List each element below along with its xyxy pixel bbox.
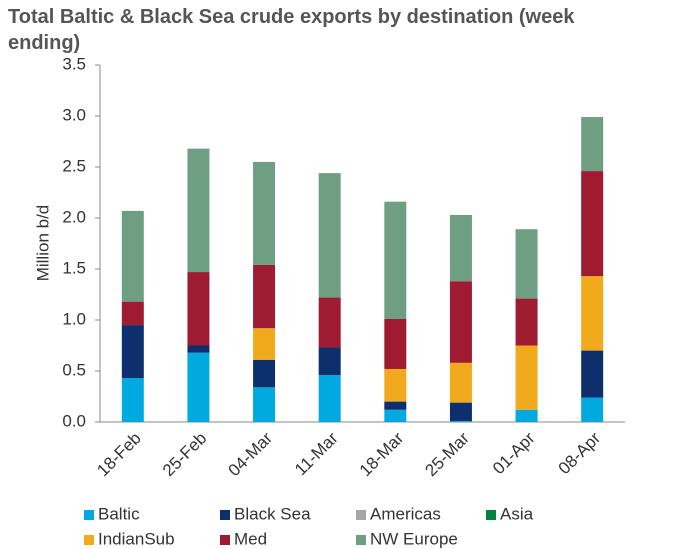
bar-segment bbox=[384, 401, 407, 410]
bar-segment bbox=[318, 347, 341, 376]
y-tick-label: 0.5 bbox=[62, 360, 86, 379]
bar-segment bbox=[384, 368, 407, 402]
bar-segment bbox=[515, 409, 538, 422]
y-tick-label: 1.0 bbox=[62, 309, 86, 328]
bar-segment bbox=[449, 214, 472, 282]
legend-swatch bbox=[356, 510, 366, 520]
y-tick-label: 3.0 bbox=[62, 105, 86, 124]
bar-segment bbox=[121, 325, 144, 379]
legend-label: Americas bbox=[370, 504, 441, 523]
y-tick-label: 1.5 bbox=[62, 258, 86, 277]
bar-segment bbox=[449, 362, 472, 403]
legend-swatch bbox=[356, 535, 366, 545]
bar-segment bbox=[581, 350, 604, 398]
y-tick-label: 0.0 bbox=[62, 411, 86, 430]
legend-label: Black Sea bbox=[234, 504, 311, 523]
bar-segment bbox=[187, 272, 210, 346]
bar-segment bbox=[318, 173, 341, 298]
bar-segment bbox=[121, 210, 144, 302]
bar-segment bbox=[187, 345, 210, 353]
x-tick-label: 08-Apr bbox=[555, 428, 605, 478]
legend-swatch bbox=[220, 535, 230, 545]
legend-swatch bbox=[84, 510, 94, 520]
x-tick-label: 04-Mar bbox=[225, 428, 277, 480]
legend-swatch bbox=[486, 510, 496, 520]
bar-segment bbox=[449, 420, 472, 422]
bar-segment bbox=[515, 229, 538, 299]
bar-segment bbox=[384, 318, 407, 369]
bar-segment bbox=[515, 345, 538, 410]
bar-segment bbox=[121, 378, 144, 422]
bar-segment bbox=[515, 298, 538, 346]
legend-swatch bbox=[84, 535, 94, 545]
x-tick-label: 11-Mar bbox=[291, 428, 342, 479]
legend-label: Baltic bbox=[98, 504, 140, 523]
legend-label: IndianSub bbox=[98, 529, 175, 548]
bar-segment bbox=[581, 117, 604, 172]
bar-segment bbox=[449, 402, 472, 421]
bar-segment bbox=[581, 276, 604, 351]
legend-label: Med bbox=[234, 529, 267, 548]
bar-segment bbox=[384, 201, 407, 319]
bar-segment bbox=[121, 301, 144, 326]
y-tick-label: 3.5 bbox=[62, 54, 86, 73]
x-tick-label: 25-Feb bbox=[159, 429, 211, 481]
bar-segment bbox=[253, 359, 276, 388]
bar-segment bbox=[581, 171, 604, 277]
bar-segment bbox=[318, 297, 341, 348]
bar-segment bbox=[384, 409, 407, 422]
x-tick-label: 25-Mar bbox=[421, 428, 473, 480]
x-tick-label: 01-Apr bbox=[489, 428, 539, 478]
bar-segment bbox=[449, 281, 472, 363]
legend-label: NW Europe bbox=[370, 529, 458, 548]
y-axis-label: Million b/d bbox=[33, 205, 52, 282]
bar-segment bbox=[253, 328, 276, 360]
bar-segment bbox=[253, 161, 276, 265]
legend-swatch bbox=[220, 510, 230, 520]
bar-segment bbox=[253, 387, 276, 422]
bar-segment bbox=[253, 264, 276, 329]
chart-title: Total Baltic & Black Sea crude exports b… bbox=[8, 6, 575, 54]
y-tick-label: 2.0 bbox=[62, 207, 86, 226]
bar-segment bbox=[187, 352, 210, 422]
x-tick-label: 18-Mar bbox=[356, 428, 408, 480]
bar-segment bbox=[581, 397, 604, 422]
legend-label: Asia bbox=[500, 504, 534, 523]
bar-segment bbox=[187, 148, 210, 273]
y-tick-label: 2.5 bbox=[62, 156, 86, 175]
x-tick-label: 18-Feb bbox=[93, 429, 145, 481]
bar-segment bbox=[318, 375, 341, 422]
